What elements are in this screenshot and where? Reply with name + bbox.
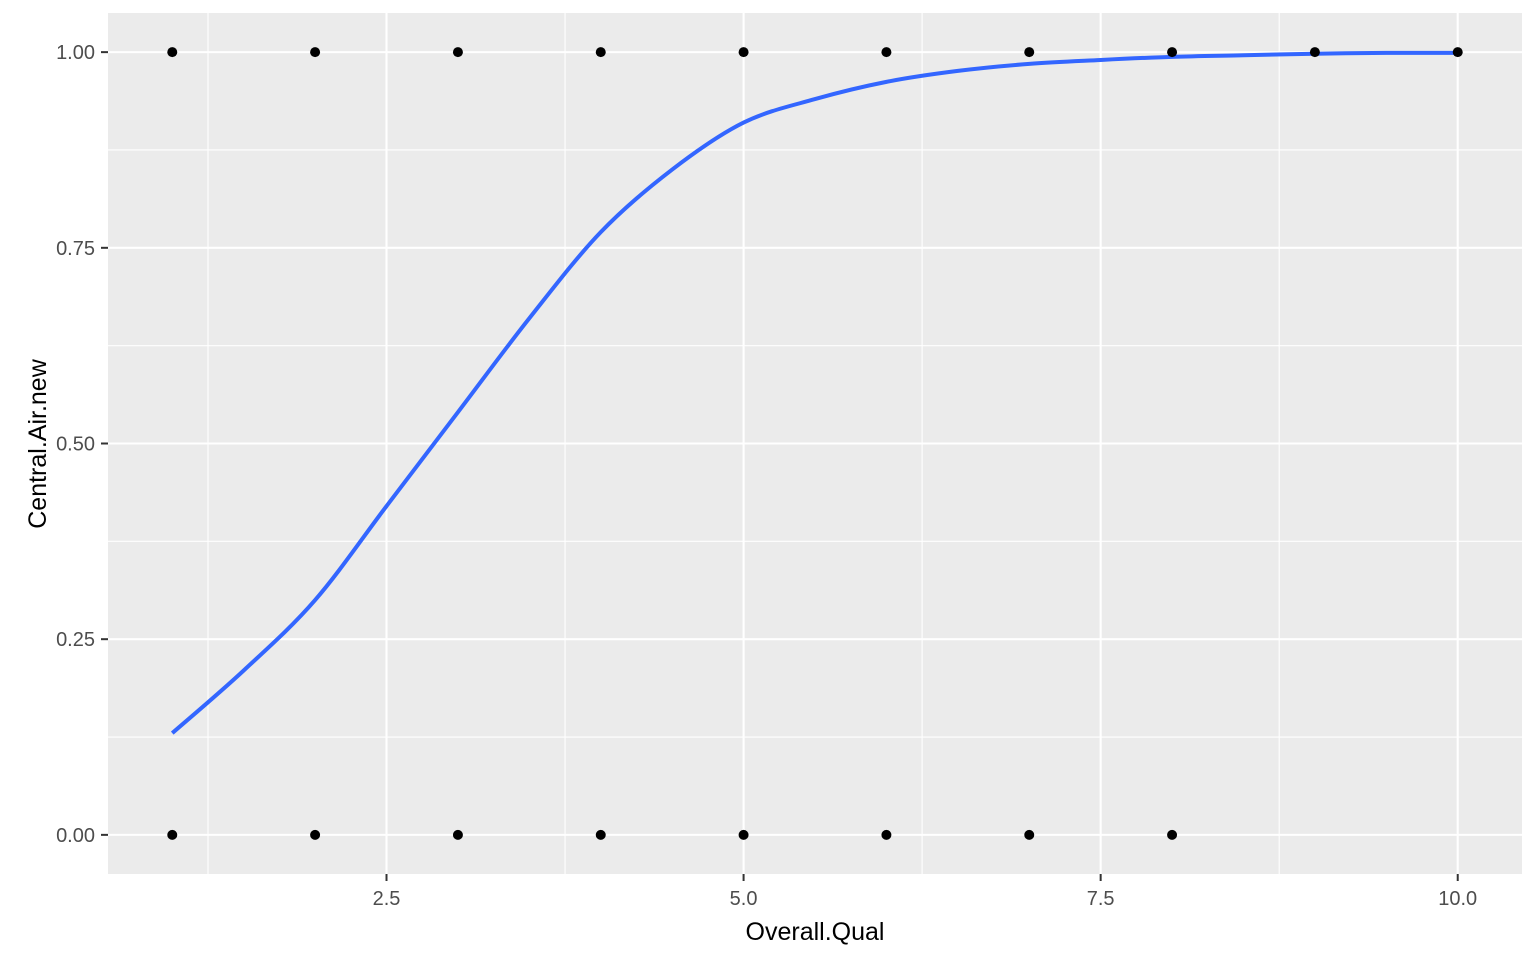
data-point bbox=[310, 47, 321, 58]
x-axis-title: Overall.Qual bbox=[746, 918, 885, 946]
y-tick-label: 1.00 bbox=[56, 42, 95, 64]
data-point bbox=[881, 47, 892, 58]
y-axis: 0.00 0.25 0.50 0.75 1.00 bbox=[56, 42, 108, 847]
data-point bbox=[738, 47, 749, 58]
x-tick-label: 7.5 bbox=[1087, 888, 1115, 910]
data-point bbox=[452, 829, 463, 840]
data-point bbox=[1167, 829, 1178, 840]
data-point bbox=[1167, 47, 1178, 58]
data-point bbox=[167, 47, 178, 58]
data-point bbox=[310, 829, 321, 840]
y-tick-label: 0.50 bbox=[56, 434, 95, 456]
y-axis-title: Central.Air.new bbox=[24, 358, 52, 528]
y-tick-label: 0.25 bbox=[56, 629, 95, 651]
data-point bbox=[1452, 47, 1463, 58]
data-point bbox=[738, 829, 749, 840]
fit-curve bbox=[170, 50, 1458, 735]
data-point bbox=[1024, 47, 1035, 58]
data-point bbox=[595, 829, 606, 840]
data-point bbox=[167, 829, 178, 840]
x-tick-label: 5.0 bbox=[730, 888, 758, 910]
data-point bbox=[1024, 829, 1035, 840]
data-point bbox=[881, 829, 892, 840]
x-tick-label: 2.5 bbox=[373, 888, 401, 910]
data-point bbox=[1309, 47, 1320, 58]
x-tick-label: 10.0 bbox=[1438, 888, 1477, 910]
x-axis: 2.5 5.0 7.5 10.0 bbox=[373, 874, 1477, 910]
y-tick-label: 0.00 bbox=[56, 825, 95, 847]
y-tick-label: 0.75 bbox=[56, 238, 95, 260]
fit-line-layer bbox=[170, 50, 1458, 735]
points-layer bbox=[167, 47, 1463, 840]
data-point bbox=[452, 47, 463, 58]
major-gridlines bbox=[108, 13, 1522, 874]
data-point bbox=[595, 47, 606, 58]
